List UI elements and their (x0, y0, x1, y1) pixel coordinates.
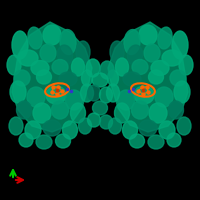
Ellipse shape (57, 45, 73, 65)
Ellipse shape (100, 61, 114, 79)
Ellipse shape (148, 135, 164, 149)
Ellipse shape (88, 85, 101, 101)
Ellipse shape (118, 90, 134, 110)
Ellipse shape (7, 55, 21, 75)
Polygon shape (12, 22, 92, 132)
Ellipse shape (123, 72, 141, 86)
Ellipse shape (148, 70, 164, 84)
Ellipse shape (139, 120, 157, 136)
Ellipse shape (177, 117, 191, 135)
Ellipse shape (139, 25, 157, 45)
Ellipse shape (60, 30, 76, 54)
Ellipse shape (132, 60, 148, 74)
Ellipse shape (116, 58, 128, 76)
Ellipse shape (25, 121, 41, 139)
Ellipse shape (114, 103, 130, 123)
Ellipse shape (31, 60, 49, 75)
Ellipse shape (70, 103, 86, 123)
Ellipse shape (40, 44, 56, 62)
Ellipse shape (36, 135, 52, 149)
Ellipse shape (100, 115, 112, 129)
Ellipse shape (174, 81, 190, 103)
Ellipse shape (88, 113, 101, 127)
Ellipse shape (76, 41, 90, 63)
Ellipse shape (59, 72, 77, 86)
Ellipse shape (52, 60, 68, 74)
Ellipse shape (149, 103, 167, 123)
Ellipse shape (92, 101, 108, 115)
Ellipse shape (108, 118, 122, 134)
Ellipse shape (14, 70, 30, 86)
Ellipse shape (19, 133, 33, 147)
Ellipse shape (132, 101, 148, 119)
Ellipse shape (18, 50, 38, 66)
Ellipse shape (122, 121, 138, 139)
Polygon shape (108, 22, 188, 132)
Ellipse shape (72, 58, 84, 76)
Ellipse shape (127, 45, 143, 65)
Ellipse shape (46, 86, 66, 104)
Ellipse shape (159, 121, 175, 139)
Ellipse shape (66, 90, 83, 110)
Ellipse shape (62, 121, 78, 139)
Ellipse shape (167, 133, 181, 147)
Ellipse shape (9, 117, 23, 135)
Ellipse shape (172, 31, 188, 59)
Ellipse shape (16, 101, 32, 119)
Ellipse shape (134, 86, 154, 104)
Ellipse shape (170, 70, 186, 86)
Ellipse shape (108, 70, 118, 86)
Ellipse shape (78, 118, 92, 134)
Ellipse shape (92, 73, 108, 87)
Ellipse shape (33, 103, 51, 123)
Ellipse shape (10, 81, 26, 103)
Ellipse shape (86, 59, 100, 77)
Ellipse shape (144, 44, 160, 62)
Ellipse shape (82, 70, 92, 86)
Ellipse shape (43, 120, 61, 136)
Ellipse shape (124, 30, 140, 54)
Ellipse shape (130, 134, 144, 148)
Ellipse shape (52, 101, 68, 119)
Ellipse shape (110, 41, 124, 63)
Ellipse shape (80, 84, 94, 102)
Ellipse shape (179, 55, 193, 75)
Ellipse shape (151, 60, 169, 75)
Ellipse shape (100, 87, 112, 103)
Ellipse shape (27, 87, 45, 107)
Ellipse shape (43, 25, 61, 45)
Ellipse shape (28, 27, 42, 49)
Ellipse shape (56, 134, 70, 148)
Ellipse shape (155, 87, 173, 107)
Ellipse shape (106, 84, 120, 102)
Ellipse shape (12, 31, 28, 59)
Ellipse shape (168, 101, 184, 119)
Ellipse shape (36, 70, 52, 84)
Ellipse shape (158, 27, 172, 49)
Ellipse shape (162, 50, 182, 66)
